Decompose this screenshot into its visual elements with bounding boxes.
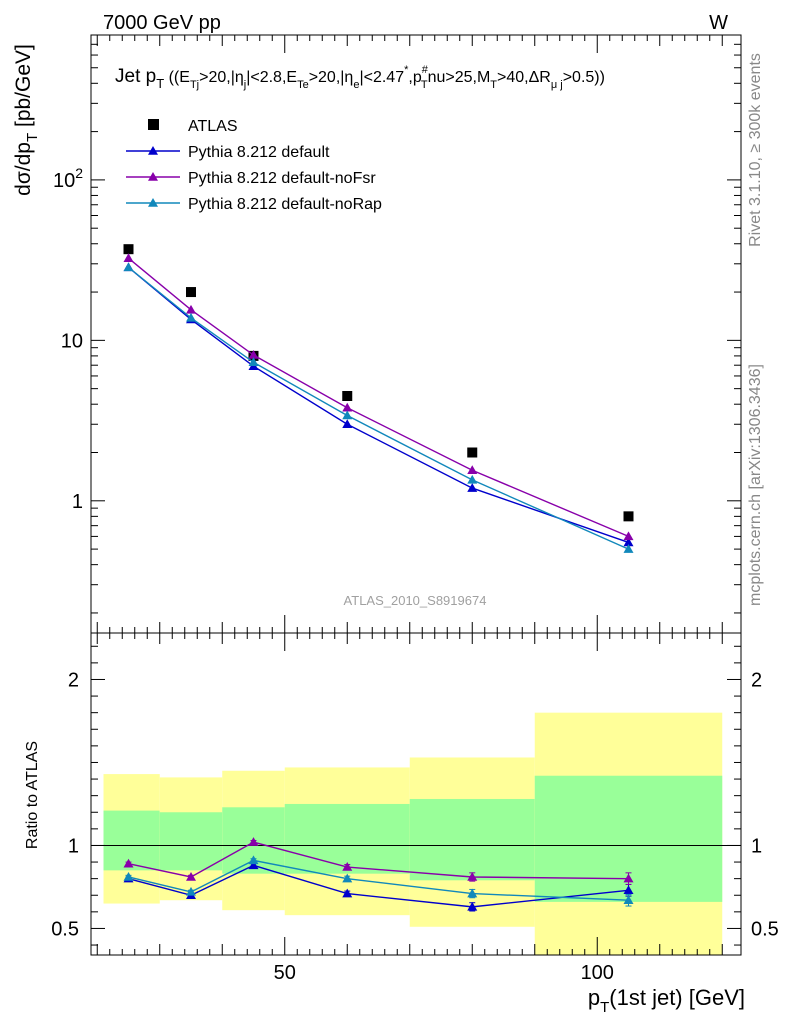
point-noRap: [342, 410, 353, 420]
ratio-point-noFsr: [186, 871, 196, 881]
main-y-tick-label: 102: [53, 165, 83, 192]
atlas-data-point: [186, 287, 196, 298]
ratio-point-noFsr: [467, 871, 478, 881]
energy-label: 7000 GeV pp: [103, 12, 221, 34]
mcplots-label: mcplots.cern.ch [arXiv:1306.3436]: [747, 364, 764, 606]
ratio-y-tick-label-right: 0.5: [751, 918, 779, 940]
ratio-point-noRap: [623, 895, 634, 904]
x-tick-label: 50: [274, 962, 296, 984]
ratio-frame: [90, 632, 742, 956]
ratio-y-tick-label-right: 1: [751, 835, 762, 857]
ratio-point-noRap: [248, 855, 259, 865]
main-y-tick-label: 1: [72, 491, 83, 513]
ratio-series-group: [123, 837, 634, 912]
ratio-y-tick-label-right: 2: [751, 669, 762, 691]
analysis-watermark: ATLAS_2010_S8919674: [344, 593, 487, 608]
ratio-point-noRap: [342, 873, 353, 883]
legend-marker-noRap: [148, 198, 158, 207]
ratio-point-noFsr: [248, 837, 259, 846]
ratio-point-default: [467, 901, 478, 911]
axes-group: 1 10 102 50 100 0.5 0.5 1 1 2 2: [51, 34, 779, 984]
legend: ATLAS Pythia 8.212 default Pythia 8.212 de…: [126, 118, 382, 213]
atlas-data-point: [467, 447, 478, 458]
legend-label-default: Pythia 8.212 default: [188, 144, 330, 161]
point-noFsr: [623, 531, 634, 541]
x-tick-label: 100: [581, 962, 614, 984]
ratio-line-noRap: [128, 859, 629, 901]
ratio-point-noFsr: [623, 873, 634, 883]
ratio-point-default: [342, 888, 353, 898]
point-noRap: [623, 544, 634, 553]
main-ylabel: dσ/dpT [pb/GeV]: [12, 44, 41, 196]
ratio-point-default: [248, 860, 259, 870]
ratio-point-noRap: [123, 871, 134, 881]
series-line-noRap: [128, 266, 629, 550]
legend-marker-noFsr: [148, 172, 158, 181]
point-default: [342, 419, 353, 428]
main-series-group: [123, 244, 634, 553]
ratio-bands: [103, 712, 723, 955]
ratio-line-noFsr: [128, 841, 629, 880]
uncertainty-band-inner: [409, 798, 535, 881]
point-noRap: [248, 357, 259, 367]
point-noFsr: [467, 465, 478, 475]
point-default: [623, 537, 634, 547]
main-title: Jet pT ((ETj>20,|ηj|<2.8,ETe>20,|ηe|<2.4…: [115, 64, 605, 91]
main-y-tick-label: 10: [61, 330, 83, 352]
series-line-noFsr: [128, 257, 629, 538]
atlas-data-point: [123, 244, 134, 255]
ratio-point-noFsr: [342, 862, 353, 871]
legend-marker-atlas: [148, 119, 159, 130]
point-noRap: [123, 262, 134, 272]
legend-label-noFsr: Pythia 8.212 default-noFsr: [188, 170, 376, 187]
uncertainty-band-inner: [159, 812, 223, 871]
point-default: [467, 483, 478, 492]
point-noFsr: [248, 350, 259, 359]
atlas-data-point: [342, 390, 353, 401]
legend-marker-default: [148, 146, 158, 155]
atlas-data-point: [623, 511, 634, 522]
point-noRap: [186, 312, 196, 322]
legend-label-noRap: Pythia 8.212 default-noRap: [188, 196, 382, 213]
ratio-y-tick-label-left: 1: [68, 835, 79, 857]
ratio-point-default: [623, 885, 634, 895]
ratio-point-noRap: [467, 888, 478, 898]
series-line-default: [128, 266, 629, 544]
point-noFsr: [342, 402, 353, 412]
point-noFsr: [123, 253, 134, 262]
ratio-y-tick-label-left: 2: [68, 669, 79, 691]
x-axis-label: pT(1st jet) [GeV]: [588, 985, 745, 1016]
point-noRap: [467, 474, 478, 484]
rivet-label: Rivet 3.1.10, ≥ 300k events: [747, 53, 764, 247]
ratio-point-noRap: [186, 886, 196, 896]
ratio-y-tick-label-left: 0.5: [51, 918, 79, 940]
process-label: W: [709, 12, 728, 34]
ratio-point-noFsr: [123, 858, 134, 868]
uncertainty-band-inner: [103, 810, 160, 871]
ratio-ylabel: Ratio to ATLAS: [24, 741, 41, 849]
legend-label-atlas: ATLAS: [188, 118, 238, 135]
point-noFsr: [186, 304, 196, 314]
ratio-line-default: [128, 864, 629, 908]
